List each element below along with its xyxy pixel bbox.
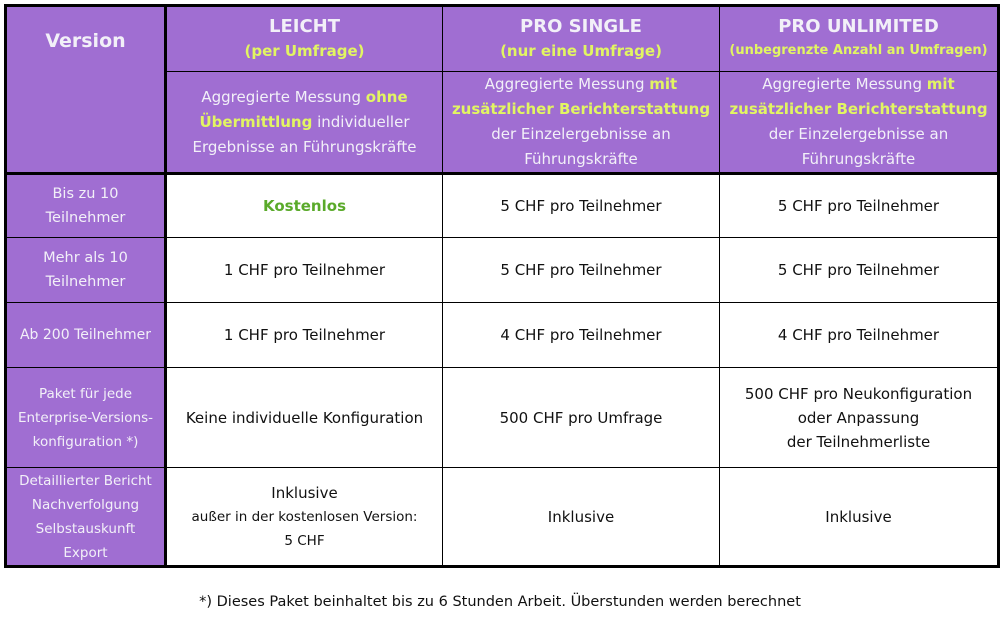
label-line: konfiguration *) [32, 433, 139, 450]
price-cell: 4 CHF pro Teilnehmer [719, 302, 999, 368]
price-cell: Keine individuelle Konfiguration [165, 367, 443, 468]
plan-title: PRO SINGLE [520, 16, 642, 37]
plan-subtitle: (nur eine Umfrage) [500, 42, 662, 60]
plan-header-pro-unlimited: PRO UNLIMITED (unbegrenzte Anzahl an Umfr… [719, 5, 999, 72]
desc-highlight: mit zusätzlicher Berichterstattung [451, 75, 711, 118]
plan-subtitle: (per Umfrage) [244, 42, 365, 60]
price-cell: 5 CHF pro Teilnehmer [719, 237, 999, 303]
label-line: Enterprise-Versions- [17, 409, 154, 426]
plan-title: PRO UNLIMITED [778, 16, 939, 37]
desc-text: individueller Ergebnisse an Führungskräf… [192, 112, 417, 156]
cell-line: Inklusive [271, 483, 338, 502]
desc-text: der Einzelergebnisse an Führungskräfte [491, 125, 671, 168]
desc-highlight: mit zusätzlicher Berichterstattung [729, 75, 988, 118]
label-line: Detaillierter Bericht [19, 472, 152, 489]
price-cell: 1 CHF pro Teilnehmer [165, 237, 443, 303]
label-line: Paket für jede [38, 385, 133, 402]
price-cell: 5 CHF pro Teilnehmer [442, 173, 720, 238]
cell-line: 500 CHF pro Neukonfiguration [744, 384, 973, 403]
price-cell: Inklusive [719, 467, 999, 567]
desc-text: Aggregierte Messung [201, 87, 366, 106]
cell-line: außer in der kostenlosen Version: [191, 508, 418, 525]
label-line: Nachverfolgung [31, 496, 140, 513]
plan-description: Aggregierte Messung mit zusätzlicher Ber… [442, 71, 720, 175]
row-label: Paket für jede Enterprise-Versions-konfig… [5, 367, 167, 468]
row-label: Mehr als 10 Teilnehmer [5, 237, 167, 303]
price-cell: 5 CHF pro Teilnehmer [719, 173, 999, 238]
plan-header-leicht: LEICHT (per Umfrage) [165, 5, 443, 72]
plan-title: LEICHT [268, 16, 340, 37]
row-label: Detaillierter Bericht Nachverfolgung Selbs… [5, 467, 167, 567]
cell-line: oder Anpassung [797, 408, 920, 427]
label-line: Export [63, 544, 108, 561]
price-cell: 5 CHF pro Teilnehmer [442, 237, 720, 303]
price-cell: 500 CHF pro Umfrage [442, 367, 720, 468]
table-row: Bis zu 10 Teilnehmer Kostenlos 5 CHF pro… [5, 173, 999, 238]
price-cell: Inklusive [442, 467, 720, 567]
version-header: Version [5, 5, 167, 175]
desc-text: der Einzelergebnisse an Führungskräfte [768, 125, 949, 168]
cell-line: der Teilnehmerliste [786, 432, 931, 451]
table-row: Mehr als 10 Teilnehmer 1 CHF pro Teilneh… [5, 237, 999, 303]
label-line: Selbstauskunft [35, 520, 136, 537]
desc-text: Aggregierte Messung [484, 75, 650, 93]
plan-subtitle: (unbegrenzte Anzahl an Umfragen) [729, 43, 988, 58]
plan-header-pro-single: PRO SINGLE (nur eine Umfrage) [442, 5, 720, 72]
plan-description: Aggregierte Messung mit zusätzlicher Ber… [719, 71, 999, 175]
table-row: Paket für jede Enterprise-Versions-konfig… [5, 367, 999, 468]
row-label: Ab 200 Teilnehmer [5, 302, 167, 368]
price-cell: Inklusive außer in der kostenlosen Versio… [165, 467, 443, 567]
price-cell: 4 CHF pro Teilnehmer [442, 302, 720, 368]
table-row: Detaillierter Bericht Nachverfolgung Selbs… [5, 467, 999, 567]
footnote: *) Dieses Paket beinhaltet bis zu 6 Stun… [199, 594, 801, 610]
price-cell: 500 CHF pro Neukonfiguration oder Anpassu… [719, 367, 999, 468]
price-cell: Kostenlos [165, 173, 443, 238]
desc-text: Aggregierte Messung [762, 75, 927, 93]
version-label: Version [45, 30, 126, 52]
desc-highlight: ohne Übermittlung [199, 87, 408, 131]
plan-description: Aggregierte Messung ohne Übermittlung in… [165, 71, 443, 175]
price-cell: 1 CHF pro Teilnehmer [165, 302, 443, 368]
row-label: Bis zu 10 Teilnehmer [5, 173, 167, 238]
table-row: Ab 200 Teilnehmer 1 CHF pro Teilnehmer 4… [5, 302, 999, 368]
cell-line: 5 CHF [284, 532, 325, 549]
pricing-table: Version LEICHT (per Umfrage) PRO SINGLE (n… [4, 4, 1000, 568]
